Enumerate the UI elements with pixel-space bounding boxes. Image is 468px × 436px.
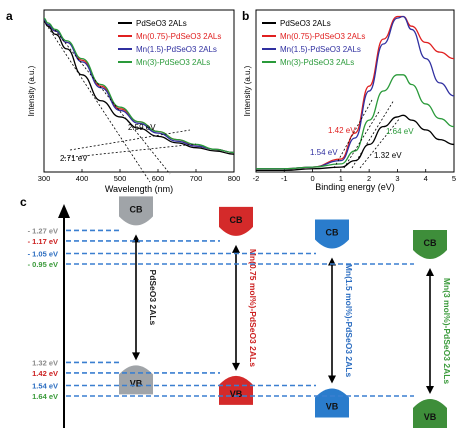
- energy-level-label-2: - 1.05 eV: [28, 250, 58, 259]
- panel-b-series-line-3: [256, 74, 455, 170]
- gap-arrow-head-top-3: [426, 268, 434, 276]
- gap-arrow-head-top-1: [232, 244, 240, 253]
- panel-a-annotation-1: 2.59 eV: [128, 123, 156, 132]
- panel-a-legend-entry-3: Mn(3)-PdSeO3 2ALs: [136, 58, 210, 67]
- vb-label-0: VB: [130, 378, 143, 388]
- panel-b-xtick-label-7: 5: [452, 174, 456, 183]
- energy-level-label-0: - 1.27 eV: [28, 226, 58, 235]
- panel-b-ticks: -2 -1 0 1 2 3 4 5: [253, 169, 456, 183]
- material-label-3: Mn(3 mol%)-PdSeO3 2ALs: [442, 278, 452, 385]
- panel-c-letter: c: [20, 195, 27, 209]
- material-label-0: PdSeO3 2ALs: [148, 270, 158, 326]
- cb-label-3: CB: [424, 238, 437, 248]
- energy-axis-arrowhead: [58, 204, 70, 218]
- panel-a-xtick-label-1: 400: [76, 174, 89, 183]
- energy-level-label-3: - 0.95 eV: [28, 260, 58, 269]
- panel-a-xtick-label-5: 800: [228, 174, 241, 183]
- cb-shape-0: [119, 196, 153, 226]
- panel-b-chart: -2 -1 0 1 2 3 4 5 1.42 eV 1.64 eV 1.54 eV 1.32 …: [243, 9, 456, 192]
- gap-arrow-head-bottom-1: [232, 362, 240, 371]
- panel-b-letter: b: [242, 9, 249, 23]
- panel-b-annotation-2: 1.64 eV: [386, 127, 414, 136]
- panel-a-xtick-label-0: 300: [38, 174, 51, 183]
- vb-shape-3: [413, 399, 447, 428]
- panel-b-xtick-label-2: 0: [310, 174, 314, 183]
- panel-a-xtick-label-3: 600: [152, 174, 165, 183]
- material-label-1: Mn(0.75 mol%)-PdSeO3 2ALs: [248, 249, 258, 367]
- panel-b-xtick-label-4: 2: [367, 174, 371, 183]
- cb-label-1: CB: [230, 215, 243, 225]
- panel-a-xlabel: Wavelength (nm): [105, 184, 173, 194]
- vb-shape-0: [119, 365, 153, 395]
- energy-level-label-4: 1.32 eV: [32, 358, 58, 367]
- panel-b-tangent-1: [333, 99, 373, 169]
- panel-a-frame: [43, 9, 235, 173]
- vb-label-3: VB: [424, 412, 437, 422]
- panel-a-legend-entry-0: PdSeO3 2ALs: [136, 19, 187, 28]
- panel-a-tangent-2: [54, 29, 171, 175]
- cb-shape-1: [219, 206, 253, 236]
- panel-b-series: [255, 15, 455, 172]
- panel-b-legend-entry-3: Mn(3)-PdSeO3 2ALs: [280, 58, 354, 67]
- cb-label-2: CB: [326, 228, 339, 238]
- panel-a-baseline-1: [69, 129, 191, 151]
- panel-b-tangent-4: [359, 117, 401, 169]
- energy-level-label-6: 1.54 eV: [32, 382, 58, 391]
- panel-a-ylabel: Intensity (a.u.): [27, 65, 36, 116]
- energy-level-label-1: - 1.17 eV: [28, 237, 58, 246]
- panel-a-series-line-0: [43, 20, 235, 155]
- panel-b-tangent-3: [351, 99, 395, 169]
- panel-a-tangent-1: [45, 23, 151, 183]
- panel-c-diagram: - 1.27 eV - 1.17 eV - 1.05 eV- 0.95 eV 1.32…: [28, 196, 452, 428]
- panel-b-annotation-1: 1.42 eV: [328, 126, 356, 135]
- gap-arrow-head-bottom-0: [132, 352, 140, 361]
- panel-b-annotation-3: 1.54 eV: [310, 148, 338, 157]
- panel-b-frame: [255, 9, 455, 173]
- vb-label-2: VB: [326, 402, 339, 412]
- panel-b-legend: PdSeO3 2ALs Mn(0.75)-PdSeO3 2ALs Mn(1.5)-P…: [262, 19, 365, 67]
- panel-a-series-line-3: [43, 17, 235, 154]
- panel-b-tangent-2: [343, 109, 381, 169]
- panel-b-xtick-label-5: 3: [395, 174, 399, 183]
- panel-b-xtick-label-6: 4: [424, 174, 428, 183]
- panel-a-chart: 300 400 500 600 700 800 2.59 eV 2.71 eV Wavel…: [27, 9, 241, 194]
- vb-shape-1: [219, 375, 253, 405]
- panel-b-ylabel: Intensity (a.u.): [243, 65, 252, 116]
- material-bands: CB VB PdSeO3 2ALs CB VB Mn(0.75 mol%)-PdSeO3 …: [66, 196, 452, 428]
- panel-a-legend-entry-1: Mn(0.75)-PdSeO3 2ALs: [136, 32, 221, 41]
- panel-b-legend-entry-1: Mn(0.75)-PdSeO3 2ALs: [280, 32, 365, 41]
- gap-arrow-head-bottom-2: [328, 375, 336, 384]
- vb-label-1: VB: [230, 389, 243, 399]
- cb-label-0: CB: [130, 204, 143, 214]
- panel-b-series-line-0: [255, 114, 455, 172]
- gap-arrow-head-bottom-3: [426, 386, 434, 394]
- panel-a-annotation-2: 2.71 eV: [60, 154, 88, 163]
- energy-levels: - 1.27 eV - 1.17 eV - 1.05 eV- 0.95 eV 1.32…: [28, 226, 58, 401]
- energy-level-label-7: 1.64 eV: [32, 392, 58, 401]
- panel-a-letter: a: [6, 9, 13, 23]
- panel-a-xtick-label-2: 500: [114, 174, 127, 183]
- panel-a-ticks: 300 400 500 600 700 800: [38, 169, 241, 183]
- cb-shape-3: [413, 230, 447, 259]
- panel-a-legend: PdSeO3 2ALs Mn(0.75)-PdSeO3 2ALs Mn(1.5)-P…: [118, 19, 221, 67]
- panel-b-legend-entry-2: Mn(1.5)-PdSeO3 2ALs: [280, 45, 361, 54]
- material-label-2: Mn(1.5 mol%)-PdSeO3 2ALs: [344, 264, 354, 378]
- cb-shape-2: [315, 219, 349, 249]
- panel-b-legend-entry-0: PdSeO3 2ALs: [280, 19, 331, 28]
- panel-b-xtick-label-0: -2: [253, 174, 260, 183]
- panel-b-annotation-4: 1.32 eV: [374, 151, 402, 160]
- panel-b-xtick-label-3: 1: [339, 174, 343, 183]
- panel-b-xlabel: Binding energy (eV): [315, 182, 395, 192]
- panel-a-legend-entry-2: Mn(1.5)-PdSeO3 2ALs: [136, 45, 217, 54]
- panel-b-xtick-label-1: -1: [281, 174, 288, 183]
- energy-level-label-5: 1.42 eV: [32, 369, 58, 378]
- panel-a-xtick-label-4: 700: [190, 174, 203, 183]
